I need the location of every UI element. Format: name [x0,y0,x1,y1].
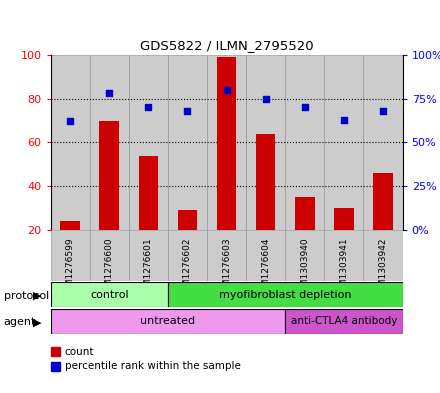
Text: GSM1276600: GSM1276600 [105,237,114,298]
Text: control: control [90,290,128,299]
Bar [207,230,246,281]
Bar [285,230,324,281]
Bar [60,221,80,274]
Bar [324,230,363,281]
Text: ▶: ▶ [33,290,42,301]
Text: GSM1276602: GSM1276602 [183,237,192,298]
Bar [51,309,285,334]
Point [380,108,387,114]
Bar [129,55,168,230]
Bar [168,55,207,230]
Bar [217,57,236,274]
Point [223,87,230,93]
Point [301,104,308,111]
Text: GSM1276601: GSM1276601 [144,237,153,298]
Bar [246,230,285,281]
Point [341,117,348,123]
Point [184,108,191,114]
Bar [334,208,354,274]
Bar [295,197,315,274]
Bar [285,55,324,230]
Text: untreated: untreated [140,316,195,326]
Bar [207,55,246,230]
Text: anti-CTLA4 antibody: anti-CTLA4 antibody [291,316,397,326]
Point [145,104,152,111]
Point [106,90,113,97]
Bar [129,230,168,281]
Bar [168,230,207,281]
Bar [51,55,90,230]
Text: GSM1303941: GSM1303941 [339,237,348,298]
Text: count: count [65,347,94,357]
Bar [90,55,129,230]
Bar [246,55,285,230]
Text: GSM1276604: GSM1276604 [261,237,270,298]
Bar [256,134,275,274]
Bar [168,282,403,307]
Text: agent: agent [4,317,36,327]
Bar [363,55,403,230]
Bar [51,282,168,307]
Bar [99,121,119,274]
Text: GSM1276603: GSM1276603 [222,237,231,298]
Text: GSM1276599: GSM1276599 [66,237,75,298]
Point [66,118,73,125]
Bar [51,230,90,281]
Bar [139,156,158,274]
Bar [373,173,393,274]
Text: percentile rank within the sample: percentile rank within the sample [65,361,241,371]
Text: myofibroblast depletion: myofibroblast depletion [219,290,352,299]
Bar [90,230,129,281]
Text: GSM1303942: GSM1303942 [378,237,388,298]
Bar [285,309,403,334]
Point [262,95,269,102]
Bar [363,230,403,281]
Title: GDS5822 / ILMN_2795520: GDS5822 / ILMN_2795520 [140,39,313,52]
Text: protocol: protocol [4,290,49,301]
Text: ▶: ▶ [33,317,42,327]
Bar [324,55,363,230]
Text: GSM1303940: GSM1303940 [301,237,309,298]
Bar [178,210,197,274]
